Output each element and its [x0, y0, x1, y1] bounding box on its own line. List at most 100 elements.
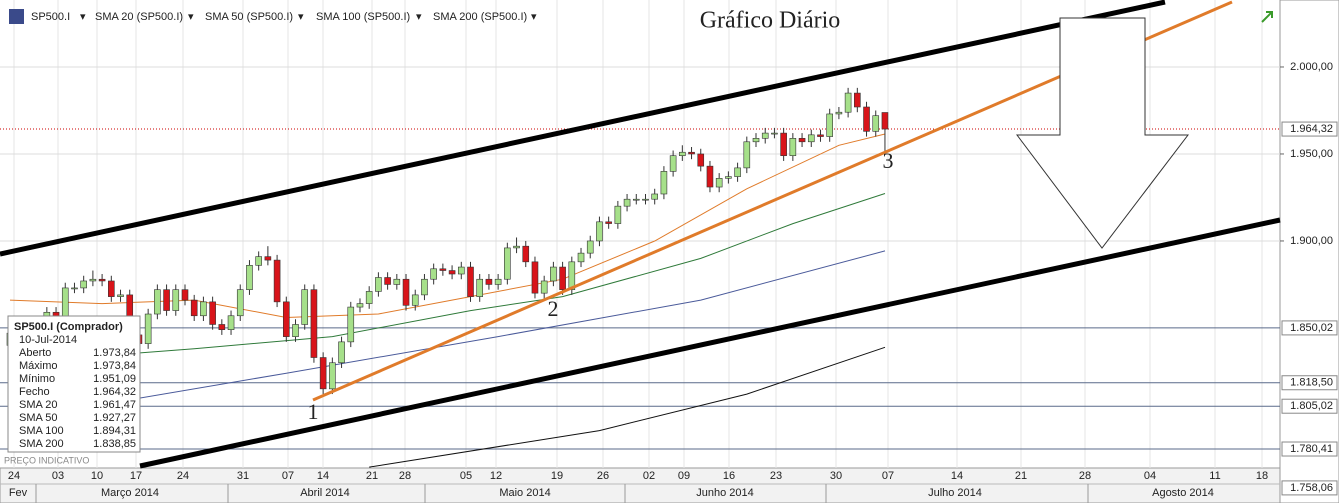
- chart-title: Gráfico Diário: [700, 8, 841, 34]
- candle-body: [218, 324, 226, 330]
- info-label: SMA 50: [19, 412, 58, 424]
- candle-body: [347, 306, 355, 343]
- sma-line: [9, 193, 886, 364]
- annotation: 2: [548, 296, 559, 321]
- x-tick-label: 28: [1079, 470, 1091, 482]
- candle-body: [411, 294, 419, 306]
- candle-body: [117, 294, 124, 297]
- candle-body: [365, 291, 373, 304]
- month-label: Abril 2014: [300, 487, 350, 499]
- y-tick-label: 1.900,00: [1290, 235, 1333, 247]
- candle-body: [98, 278, 106, 282]
- candle-body: [734, 167, 741, 177]
- candle-body: [752, 138, 760, 143]
- candle-body: [835, 111, 843, 115]
- x-tick-label: 23: [770, 470, 782, 482]
- dropdown[interactable]: ▾: [298, 11, 304, 23]
- candle-body: [430, 268, 437, 280]
- x-tick-label: 05: [460, 470, 472, 482]
- expand-icon[interactable]: [1261, 11, 1273, 23]
- symbol-icon[interactable]: [9, 9, 24, 24]
- info-label: Mínimo: [19, 373, 55, 385]
- channel-bottom: [139, 217, 1281, 469]
- y-tick-label: 1.950,00: [1290, 148, 1333, 160]
- candle-body: [255, 256, 262, 266]
- level-label: 1.805,02: [1290, 400, 1333, 412]
- legend-symbol[interactable]: SP500.I: [31, 11, 70, 23]
- legend-entry[interactable]: SMA 100 (SP500.I): [316, 11, 410, 23]
- x-tick-label: 24: [177, 470, 189, 482]
- sma-line: [369, 346, 886, 468]
- candle-body: [780, 132, 787, 157]
- info-label: SMA 20: [19, 399, 58, 411]
- legend-entry[interactable]: SMA 50 (SP500.I): [205, 11, 293, 23]
- dropdown[interactable]: ▾: [531, 11, 537, 23]
- candle-body: [854, 92, 861, 108]
- level-label: 1.780,41: [1290, 443, 1333, 455]
- sma-line: [9, 250, 886, 421]
- x-tick-label: 19: [551, 470, 563, 482]
- candle-body: [292, 324, 299, 337]
- candle-body: [356, 303, 364, 308]
- candle-body: [798, 138, 806, 143]
- y-axis-panel: [1279, 0, 1339, 503]
- level-label: 1.850,02: [1290, 322, 1333, 334]
- level-box: [1281, 375, 1338, 391]
- annotation: 1: [308, 399, 319, 424]
- down-arrow: [1015, 17, 1190, 249]
- candle-body: [642, 198, 649, 201]
- candle-body: [209, 301, 216, 325]
- candle-body: [844, 92, 852, 113]
- candle-body: [227, 315, 235, 330]
- candles: [6, 87, 889, 395]
- x-tick-label: 11: [1209, 470, 1220, 482]
- x-tick-label: 17: [130, 470, 142, 482]
- candle-body: [586, 240, 594, 254]
- x-tick-label: 28: [399, 470, 411, 482]
- info-value: 1.951,09: [93, 373, 136, 385]
- candle-body: [338, 341, 345, 364]
- candle-body: [71, 287, 78, 290]
- candle-body: [439, 268, 447, 271]
- candle-body: [504, 247, 511, 280]
- dropdown[interactable]: ▾: [188, 11, 194, 23]
- candle-body: [301, 289, 309, 325]
- info-label: Máximo: [19, 360, 58, 372]
- candle-body: [329, 362, 336, 390]
- dropdown[interactable]: ▾: [80, 11, 86, 23]
- level-box: [1281, 441, 1338, 457]
- legend-entry[interactable]: SMA 20 (SP500.I): [95, 11, 183, 23]
- x-tick-label: 30: [830, 470, 842, 482]
- candle-body: [632, 198, 640, 201]
- info-value: 1.838,85: [93, 438, 136, 450]
- legend-entry[interactable]: SMA 200 (SP500.I): [433, 11, 527, 23]
- month-label: Fev: [9, 487, 28, 499]
- x-tick-label: 07: [282, 470, 294, 482]
- x-tick-label: 14: [317, 470, 329, 482]
- candle-body: [393, 278, 401, 285]
- x-tick-label: 02: [643, 470, 655, 482]
- x-tick-label: 21: [366, 470, 378, 482]
- candle-body: [697, 153, 705, 167]
- candle-body: [200, 301, 207, 317]
- info-box-frame: [7, 315, 141, 453]
- candle-body: [485, 278, 493, 285]
- candle-body: [163, 289, 170, 311]
- candle-body: [448, 270, 456, 275]
- candle-body: [522, 245, 530, 263]
- candle-body: [246, 265, 253, 290]
- candle-body: [89, 278, 97, 282]
- info-value: 1.927,27: [93, 412, 136, 424]
- candle-body: [863, 106, 870, 132]
- x-tick-label: 21: [1015, 470, 1027, 482]
- dropdown[interactable]: ▾: [416, 11, 422, 23]
- month-label: Agosto 2014: [1152, 487, 1214, 499]
- footer: PREÇO INDICATIVO: [4, 455, 89, 465]
- candle-body: [375, 277, 382, 292]
- candle-body: [688, 151, 695, 155]
- info-value: 1.894,31: [93, 425, 136, 437]
- level-box: [1281, 320, 1338, 336]
- candle-body: [384, 277, 391, 285]
